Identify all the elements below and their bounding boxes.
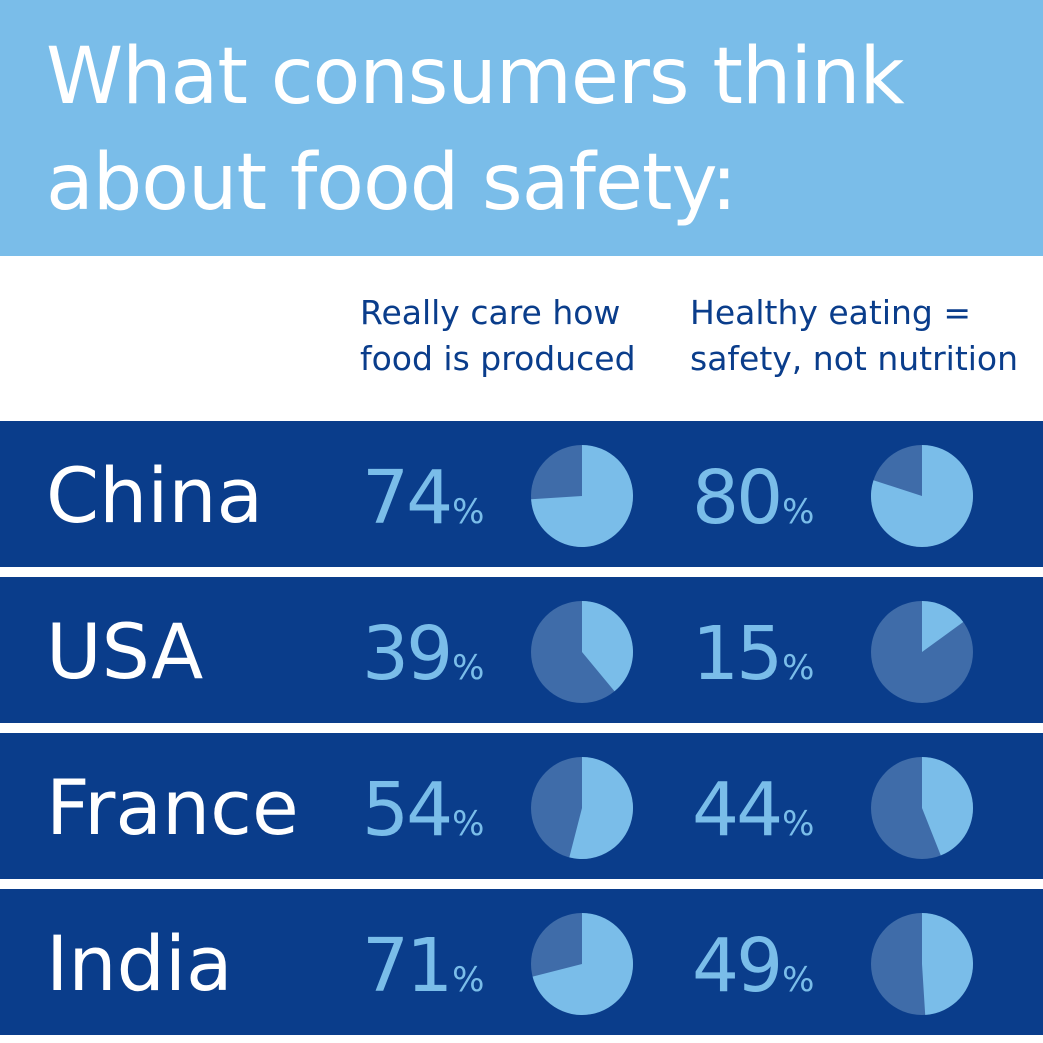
country-row: India 71% 49% [0,889,1043,1035]
data-label-value: 49 [692,923,783,1009]
pie-slice-value [569,757,633,859]
column-header-produced: Really care how food is produced [360,290,636,382]
pie-slice-value [922,601,964,652]
data-label: 80% [692,453,814,557]
pie-chart [531,913,633,1015]
pie-slice-value [532,913,633,1015]
column-header-safety: Healthy eating = safety, not nutrition [690,290,1018,382]
pie-slice-value [871,445,973,547]
data-label: 49% [692,921,814,1025]
percent-sign: % [452,492,485,532]
data-label-value: 80 [692,455,783,541]
pie-slice-value [922,913,973,1015]
data-label: 71% [362,921,484,1025]
percent-sign: % [452,960,485,1000]
pie-chart [531,445,633,547]
pie-chart [531,757,633,859]
data-label: 74% [362,453,484,557]
pie-slice-value [922,757,973,856]
data-label-value: 39 [362,611,453,697]
pie-chart [871,601,973,703]
country-label: France [46,763,299,852]
pie-slice-value [582,601,633,692]
title-banner: What consumers think about food safety: [0,0,1043,256]
country-label: India [46,919,233,1008]
percent-sign: % [782,648,815,688]
country-label: China [46,451,264,540]
data-label: 44% [692,765,814,869]
percent-sign: % [782,492,815,532]
pie-chart [871,445,973,547]
pie-chart [531,601,633,703]
pie-chart [871,913,973,1015]
title-line-1: What consumers think [46,32,905,122]
column-header-produced-line-1: Really care how [360,293,621,332]
percent-sign: % [782,804,815,844]
pie-slice-value [531,445,633,547]
data-label-value: 74 [362,455,453,541]
data-label: 15% [692,609,814,713]
data-label-value: 71 [362,923,453,1009]
data-label-value: 15 [692,611,783,697]
pie-chart [871,757,973,859]
percent-sign: % [782,960,815,1000]
country-label: USA [46,607,204,696]
country-row: France 54% 44% [0,733,1043,879]
data-label: 54% [362,765,484,869]
data-label-value: 44 [692,767,783,853]
country-row: USA 39% 15% [0,577,1043,723]
column-header-safety-line-2: safety, not nutrition [690,339,1019,378]
data-label: 39% [362,609,484,713]
data-label-value: 54 [362,767,453,853]
title-line-2: about food safety: [46,138,737,228]
country-row: China 74% 80% [0,421,1043,567]
column-header-produced-line-2: food is produced [360,339,636,378]
column-header-safety-line-1: Healthy eating = [690,293,972,332]
percent-sign: % [452,648,485,688]
percent-sign: % [452,804,485,844]
